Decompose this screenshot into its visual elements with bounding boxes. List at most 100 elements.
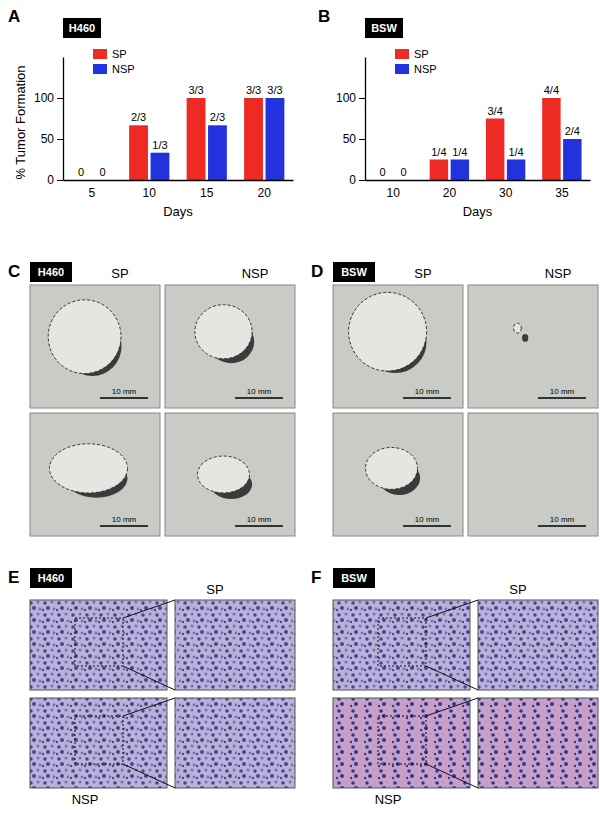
tumor-shadow [522,334,528,342]
tick-label: 5 [88,186,95,200]
x-tick: 15 [200,180,214,200]
x-axis-label: Days [463,204,493,219]
tick-label: 20 [443,186,457,200]
zoom-line [426,600,478,618]
data-label: 3/4 [488,105,503,117]
legend: SPNSP [395,48,437,75]
scale-label: 10 mm [550,387,575,396]
tag-box [63,18,101,38]
tag-box [30,568,72,588]
scale-bar [100,397,148,399]
cell-line: H460 [38,266,64,278]
histology-zoom [478,600,598,690]
scale-label: 10 mm [415,515,440,524]
data-label: 1/4 [452,146,467,158]
legend-label: SP [414,48,429,60]
photo: 10 mm [468,285,598,408]
cell-line-tag: BSW [365,18,403,38]
bar [129,125,148,180]
photo-background [165,413,295,536]
legend-swatch [93,49,107,59]
legend-label: NSP [112,63,135,75]
tag-box [333,262,375,282]
legend-swatch [395,64,409,74]
photo-background [30,285,160,408]
y-tick: 0 [47,173,63,187]
cell-line: BSW [341,266,367,278]
tick-mark [359,180,365,181]
row-label: SP [509,582,526,597]
scale-bar [100,525,148,527]
data-label: 1/4 [431,146,446,158]
bar [266,98,285,180]
legend-swatch [395,49,409,59]
scale-bar [538,525,586,527]
y-tick: 100 [34,91,63,105]
photo: 10 mm [165,285,295,408]
tick-label: 100 [34,91,54,105]
zoom-line [123,764,175,788]
data-label: 2/3 [131,111,146,123]
bar [244,98,263,180]
panel-E: EH460SPNSP [8,568,295,807]
photo-background [333,413,463,536]
title: H460 [69,22,95,34]
y-tick: 100 [336,91,365,105]
histology-zoom [175,698,295,788]
zoom-box [75,716,123,764]
panel-F: FBSWSPNSP [311,568,598,807]
data-label: 0 [99,166,105,178]
scale-bar [403,397,451,399]
tumor [50,444,128,493]
tick-label: 30 [499,186,513,200]
bar [542,98,560,180]
photo-background [30,413,160,536]
row-label: NSP [375,792,402,807]
tick-label: 50 [41,132,55,146]
photo: 10 mm [165,413,295,536]
zoom-box [75,618,123,666]
tick-label: 35 [555,186,569,200]
tick-label: 0 [47,173,54,187]
data-label: 3/3 [246,84,261,96]
tag-box [30,262,72,282]
data-label: 3/3 [188,84,203,96]
panel-letter: F [311,568,321,587]
bar [151,153,170,180]
y-tick: 50 [343,132,365,146]
scale-bar [403,525,451,527]
scale-label: 10 mm [247,515,272,524]
x-tick: 10 [143,180,157,200]
photo-background [468,413,598,536]
x-tick: 5 [88,180,95,200]
legend-swatch [93,64,107,74]
x-axis: 5 10 15 20 [64,180,294,200]
figure: AH46002/33/33/301/32/33/30501005101520Da… [0,0,600,825]
zoom-box [378,618,426,666]
data-label: 1/4 [508,146,523,158]
legend-label: SP [112,48,127,60]
y-axis: 050100 [336,58,366,188]
bar [208,125,227,180]
photo-background [333,285,463,408]
data-label: 4/4 [544,84,559,96]
zoom-line [426,764,478,788]
zoom-line [123,698,175,716]
scale-label: 10 mm [415,387,440,396]
photo: 10 mm [333,285,463,408]
panel-letter: B [318,7,330,26]
data-label: 0 [401,166,407,178]
photo: 10 mm [30,413,160,536]
tag-box [333,568,375,588]
axis-line [63,58,64,181]
data-labels: 02/33/33/301/32/33/3 [78,84,283,178]
cell-line-tag: H460 [63,18,101,38]
cell-line: H460 [38,572,64,584]
zoom-line [123,600,175,618]
x-tick: 20 [258,180,272,200]
photo: 10 mm [30,285,160,408]
column-label: SP [111,266,128,281]
tumor [195,305,252,359]
zoom-line [426,666,478,690]
tumor [349,292,427,371]
